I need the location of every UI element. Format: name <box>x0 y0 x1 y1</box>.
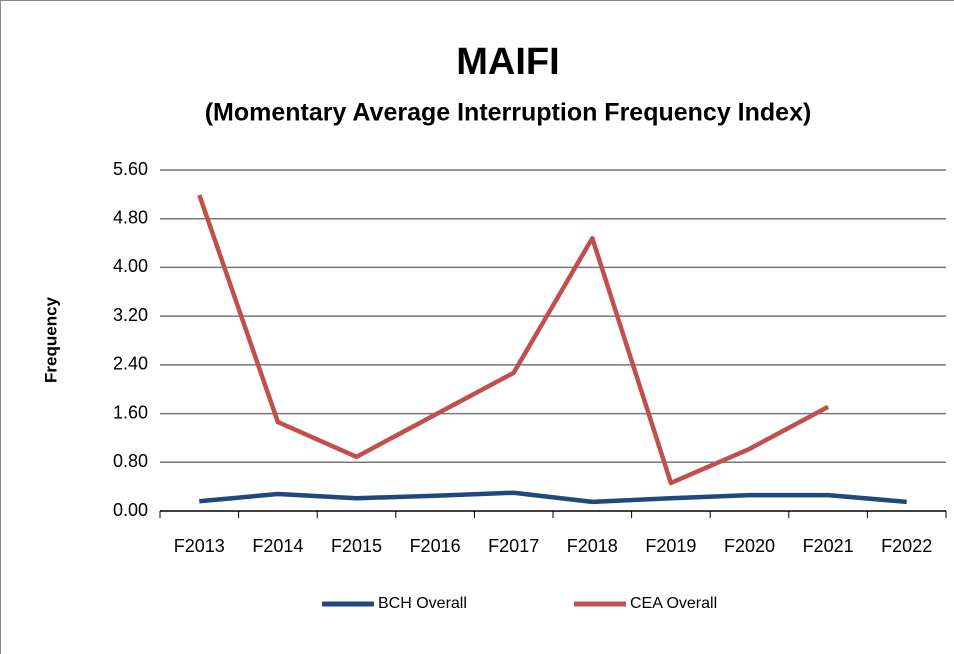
y-tick-label: 3.20 <box>113 305 148 325</box>
y-tick-label: 5.60 <box>113 159 148 179</box>
legend-label: BCH Overall <box>378 595 467 612</box>
y-axis-label: Frequency <box>41 296 60 383</box>
data-line <box>199 490 907 505</box>
y-tick-label: 1.60 <box>113 402 148 422</box>
legend-label: CEA Overall <box>630 595 717 612</box>
x-tick-label: F2014 <box>252 536 303 556</box>
x-tick-label: F2022 <box>881 536 932 556</box>
y-tick-label: 0.00 <box>113 500 148 520</box>
chart-title: MAIFI <box>456 41 559 83</box>
data-line <box>197 194 830 486</box>
y-tick-label: 2.40 <box>113 354 148 374</box>
x-tick-label: F2015 <box>331 536 382 556</box>
y-tick-label: 0.80 <box>113 451 148 471</box>
y-tick-label: 4.80 <box>113 207 148 227</box>
y-tick-label: 4.00 <box>113 256 148 276</box>
x-tick-label: F2013 <box>174 536 225 556</box>
x-tick-label: F2017 <box>488 536 539 556</box>
x-tick-label: F2021 <box>803 536 854 556</box>
x-tick-label: F2016 <box>410 536 461 556</box>
x-tick-label: F2019 <box>645 536 696 556</box>
x-tick-label: F2018 <box>567 536 618 556</box>
chart-subtitle: (Momentary Average Interruption Frequenc… <box>205 99 812 127</box>
x-tick-label: F2020 <box>724 536 775 556</box>
